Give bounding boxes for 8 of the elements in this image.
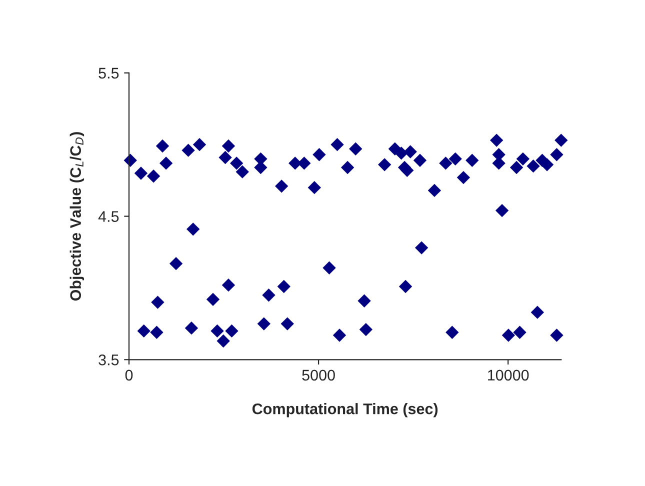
x-axis-title: Computational Time (sec) xyxy=(252,403,438,418)
y-axis-title: Objective Value (C$_{L}$/C$_{D}$) xyxy=(70,132,84,301)
y-tick-label: 3.5 xyxy=(98,354,119,366)
y-tick-label: 4.5 xyxy=(98,211,119,222)
x-tick-label: 0 xyxy=(125,370,133,381)
x-tick-label: 5000 xyxy=(302,370,335,381)
y-tick-label: 5.5 xyxy=(98,68,119,79)
x-tick-label: 10000 xyxy=(488,370,529,381)
